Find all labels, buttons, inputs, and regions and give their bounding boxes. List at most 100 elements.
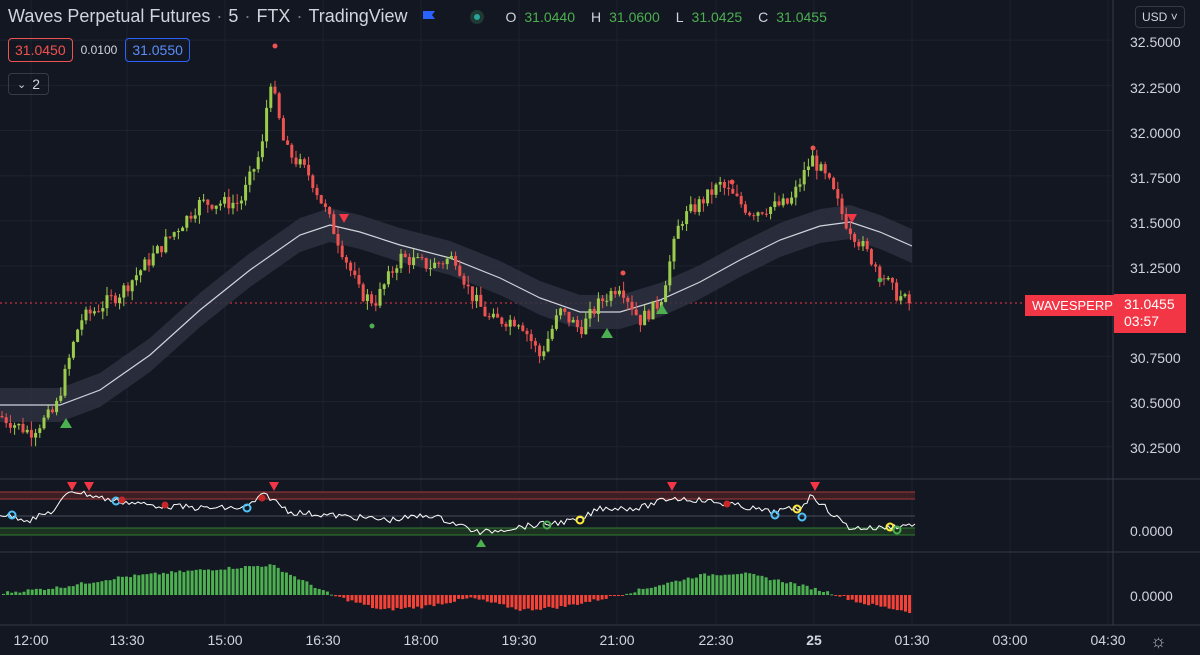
histogram-bar (194, 569, 198, 595)
flag-icon[interactable] (422, 10, 436, 24)
overbought-zone (0, 492, 915, 499)
histogram-bar (518, 595, 522, 611)
histogram-bar (653, 586, 657, 595)
candle-body (676, 225, 680, 239)
currency-select[interactable]: USD ˅ (1135, 6, 1185, 28)
candle-body (815, 155, 819, 171)
histogram-bar (678, 581, 682, 595)
separator: · (244, 6, 251, 26)
histogram-bar (633, 592, 637, 595)
histogram-bar (608, 595, 612, 596)
candle-body (466, 284, 470, 287)
candle-body (365, 294, 369, 302)
candle-body (794, 186, 798, 198)
candle-body (374, 303, 378, 306)
platform-label: TradingView (308, 6, 408, 26)
candle-body (71, 341, 75, 358)
candle-body (122, 285, 126, 298)
histogram-bar (457, 595, 461, 599)
candle-body (668, 261, 672, 286)
buy-signal-icon (60, 418, 72, 428)
candle-body (8, 423, 12, 428)
candle-body (483, 306, 487, 317)
histogram-bar (768, 580, 772, 595)
buy-price-button[interactable]: 31.0550 (125, 38, 190, 62)
cross-circle-icon (242, 503, 252, 513)
candle-body (336, 234, 340, 246)
candle-body (525, 330, 529, 335)
histogram-bar (346, 595, 350, 602)
low-value: L 31.0425 (675, 8, 743, 25)
candle-body (882, 278, 886, 280)
time-axis-label: 19:30 (501, 632, 537, 648)
candle-body (874, 264, 878, 267)
histogram-bar (481, 595, 485, 600)
histogram-bar (666, 582, 670, 595)
histogram-bar (403, 595, 407, 608)
histogram-bar (202, 569, 206, 595)
candle-body (454, 255, 458, 266)
histogram-bar (625, 593, 629, 595)
histogram-bar (690, 578, 694, 595)
candle-body (567, 311, 571, 323)
histogram-bar (469, 595, 473, 598)
histogram-bar (477, 595, 481, 600)
histogram-bar (494, 595, 497, 603)
candle-body (462, 275, 466, 285)
histogram-bar (63, 587, 67, 595)
histogram-bar (506, 595, 510, 608)
histogram-bar (112, 579, 116, 595)
histogram-bar (453, 595, 456, 602)
candle-body (59, 395, 63, 401)
candle-body (248, 171, 252, 185)
histogram-bar (243, 566, 247, 595)
histogram-bar (809, 589, 813, 595)
sell-signal-icon (339, 214, 349, 223)
histogram-bar (366, 595, 370, 605)
separator: · (296, 6, 303, 26)
candle-body (811, 155, 815, 167)
indicators-toggle-button[interactable]: ⌄ 2 (8, 73, 50, 95)
histogram-bar (752, 573, 756, 595)
candle-body (235, 202, 239, 204)
currency-label: USD (1142, 10, 1168, 24)
histogram-bar (658, 585, 661, 595)
time-axis-label: 03:00 (992, 632, 1028, 648)
candle-body (84, 309, 88, 321)
candle-body (206, 199, 210, 205)
candle-body (693, 204, 697, 213)
histogram-bar (854, 595, 858, 603)
histogram-bar (276, 567, 280, 595)
sell-price-button[interactable]: 31.0450 (8, 38, 73, 62)
histogram-bar (547, 595, 551, 607)
histogram-bar (235, 568, 239, 595)
histogram-bar (535, 595, 538, 610)
histogram-bar (649, 587, 653, 595)
histogram-bar (178, 570, 182, 595)
histogram-bar (108, 580, 112, 595)
gear-icon[interactable]: ☼ (1150, 631, 1167, 651)
candle-body (13, 425, 17, 428)
market-status-icon[interactable] (469, 9, 484, 24)
histogram-bar (137, 575, 141, 595)
candle-body (441, 263, 445, 265)
candle-body (349, 262, 353, 271)
candle-body (500, 317, 504, 324)
histogram-bar (883, 595, 887, 607)
low-dot-icon (369, 323, 375, 329)
candle-body (437, 262, 441, 264)
candle-body (197, 200, 201, 216)
histogram-bar (592, 595, 596, 600)
candle-body (470, 286, 474, 302)
ma-line (0, 221, 913, 406)
histogram-bar (2, 593, 5, 595)
candle-body (504, 323, 508, 327)
candle-body (790, 197, 794, 204)
symbol-title[interactable]: Waves Perpetual Futures (8, 6, 211, 26)
candle-body (176, 231, 180, 233)
candle-body (643, 310, 647, 326)
interval-label[interactable]: 5 (228, 6, 239, 26)
histogram-bar (239, 568, 243, 595)
histogram-bar (699, 574, 702, 595)
